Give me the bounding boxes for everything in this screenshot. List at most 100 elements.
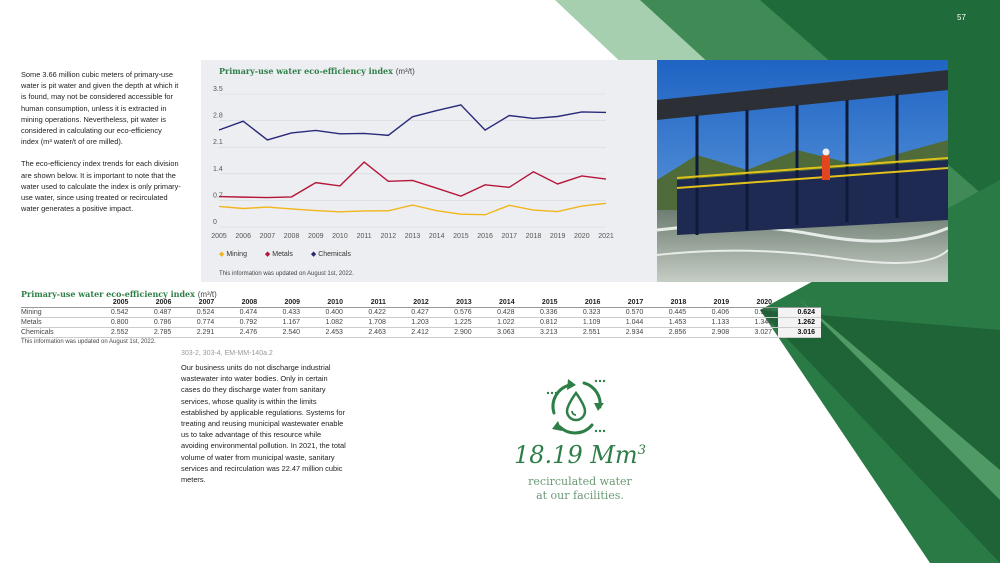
table-cell: 0.542 xyxy=(91,307,135,318)
x-tick-label: 2016 xyxy=(477,233,493,240)
stat-label-line1: recirculated water xyxy=(528,475,632,488)
table-title-unit: (m³/t) xyxy=(197,290,217,299)
y-tick-label: 2.1 xyxy=(213,139,223,146)
table-header-year: 2016 xyxy=(563,298,607,308)
table-cell: 2.291 xyxy=(177,327,221,338)
y-tick-label: 0.7 xyxy=(213,192,223,199)
series-line-mining xyxy=(218,202,607,216)
series-line-metals xyxy=(218,161,607,199)
table-cell: 0.474 xyxy=(220,307,264,318)
table-cell: 1.708 xyxy=(348,317,392,328)
x-tick-label: 2005 xyxy=(211,233,227,240)
table-cell: 2.540 xyxy=(263,327,307,338)
table-header-year: 2020 xyxy=(735,298,779,308)
table-header-year: 2015 xyxy=(520,298,564,308)
table-header-year: 2013 xyxy=(434,298,478,308)
x-tick-label: 2014 xyxy=(429,233,445,240)
legend-item-mining: ◆ Mining xyxy=(219,251,247,258)
table-cell: 1.453 xyxy=(649,317,693,328)
table-header-year: 2021 xyxy=(778,298,821,308)
x-tick-label: 2010 xyxy=(332,233,348,240)
chart-title-text: Primary-use water eco-efficiency index xyxy=(219,66,393,76)
table-cell: 2.856 xyxy=(649,327,693,338)
table-cell: 3.016 xyxy=(778,327,821,338)
table-cell: 0.786 xyxy=(134,317,178,328)
table-header-year: 2009 xyxy=(263,298,307,308)
table-cell: 1.344 xyxy=(735,317,779,328)
table-cell: 2.552 xyxy=(91,327,135,338)
table-cell: 0.445 xyxy=(649,307,693,318)
water-recycle-icon xyxy=(546,379,606,435)
y-tick-label: 0 xyxy=(213,219,217,226)
y-tick-label: 1.4 xyxy=(213,166,223,173)
table-header-year: 2008 xyxy=(220,298,264,308)
table-cell: 1.203 xyxy=(391,317,435,328)
table-cell: 0.487 xyxy=(134,307,178,318)
table-cell: 0.524 xyxy=(177,307,221,318)
x-tick-label: 2018 xyxy=(526,233,542,240)
table-cell: 1.109 xyxy=(563,317,607,328)
table-header-year: 2019 xyxy=(692,298,736,308)
table-cell: 0.433 xyxy=(263,307,307,318)
table-cell: 2.900 xyxy=(434,327,478,338)
x-tick-label: 2020 xyxy=(574,233,590,240)
table-row-label: Mining xyxy=(21,307,92,318)
chart-legend: ◆ Mining ◆ Metals ◆ Chemicals xyxy=(219,250,367,258)
table-title: Primary-use water eco-efficiency index (… xyxy=(21,289,217,299)
table-cell: 0.551 xyxy=(735,307,779,318)
y-tick-label: 3.5 xyxy=(213,86,223,93)
table-cell: 3.213 xyxy=(520,327,564,338)
x-tick-label: 2007 xyxy=(260,233,276,240)
stat-label-line2: at our facilities. xyxy=(536,489,624,502)
table-header-year: 2018 xyxy=(649,298,693,308)
table-header-year: 2007 xyxy=(177,298,221,308)
table-row: Chemicals 2.552 2.785 2.291 2.476 2.540 2.453 2… xyxy=(21,327,821,338)
y-tick-label: 2.8 xyxy=(213,113,223,120)
table-cell: 2.476 xyxy=(220,327,264,338)
legend-item-metals: ◆ Metals xyxy=(264,251,293,258)
stat-label: recirculated water at our facilities. xyxy=(505,475,655,503)
x-tick-label: 2011 xyxy=(357,233,372,240)
legend-item-chemicals: ◆ Chemicals xyxy=(310,251,351,258)
table-cell: 2.785 xyxy=(134,327,178,338)
table-cell: 0.792 xyxy=(220,317,264,328)
table-cell: 0.336 xyxy=(520,307,564,318)
x-tick-label: 2019 xyxy=(550,233,566,240)
table-row-label: Metals xyxy=(21,317,92,328)
table-cell: 0.570 xyxy=(606,307,650,318)
table-cell: 0.422 xyxy=(348,307,392,318)
eco-efficiency-chart: Primary-use water eco-efficiency index (… xyxy=(201,60,657,282)
gri-references: 303-2, 303-4, EM-MM-140a.2 xyxy=(181,350,273,357)
series-line-chemicals xyxy=(218,104,607,141)
recirculated-water-stat: 18.19 Mm3 xyxy=(505,441,655,469)
table-cell: 0.428 xyxy=(477,307,521,318)
table-cell: 0.812 xyxy=(520,317,564,328)
table-header-year: 2014 xyxy=(477,298,521,308)
table-cell: 0.800 xyxy=(91,317,135,328)
wastewater-text: Our business units do not discharge indu… xyxy=(181,363,346,485)
table-header-blank xyxy=(21,298,92,308)
chart-update-note: This information was updated on August 1… xyxy=(219,271,354,277)
table-cell: 2.463 xyxy=(348,327,392,338)
chart-title: Primary-use water eco-efficiency index (… xyxy=(219,66,415,76)
table-cell: 0.774 xyxy=(177,317,221,328)
table-cell: 3.027 xyxy=(735,327,779,338)
table-row: Mining 0.542 0.487 0.524 0.474 0.433 0.400 0.42… xyxy=(21,307,821,318)
table-cell: 2.908 xyxy=(692,327,736,338)
table-cell: 0.427 xyxy=(391,307,435,318)
facility-photo xyxy=(657,60,948,282)
stat-value: 18.19 Mm xyxy=(514,441,638,469)
table-cell: 2.453 xyxy=(306,327,349,338)
table-header-year: 2010 xyxy=(306,298,349,308)
table-cell: 1.022 xyxy=(477,317,521,328)
table-row-label: Chemicals xyxy=(21,327,92,338)
line-chart-svg: 0 0.7 1.4 2.1 2.8 3.5 2005 2006 2007 2008 2009 2010… xyxy=(211,86,614,240)
table-cell: 1.167 xyxy=(263,317,307,328)
table-header-year: 2012 xyxy=(391,298,435,308)
table-cell: 0.406 xyxy=(692,307,736,318)
table-header-year: 2005 xyxy=(91,298,135,308)
table-header-row: 2005 2006 2007 2008 2009 2010 2011 2012 2013 2014… xyxy=(21,298,821,308)
x-tick-label: 2009 xyxy=(308,233,324,240)
table-cell: 2.412 xyxy=(391,327,435,338)
intro-paragraph-2: The eco-efficiency index trends for each… xyxy=(21,159,181,214)
